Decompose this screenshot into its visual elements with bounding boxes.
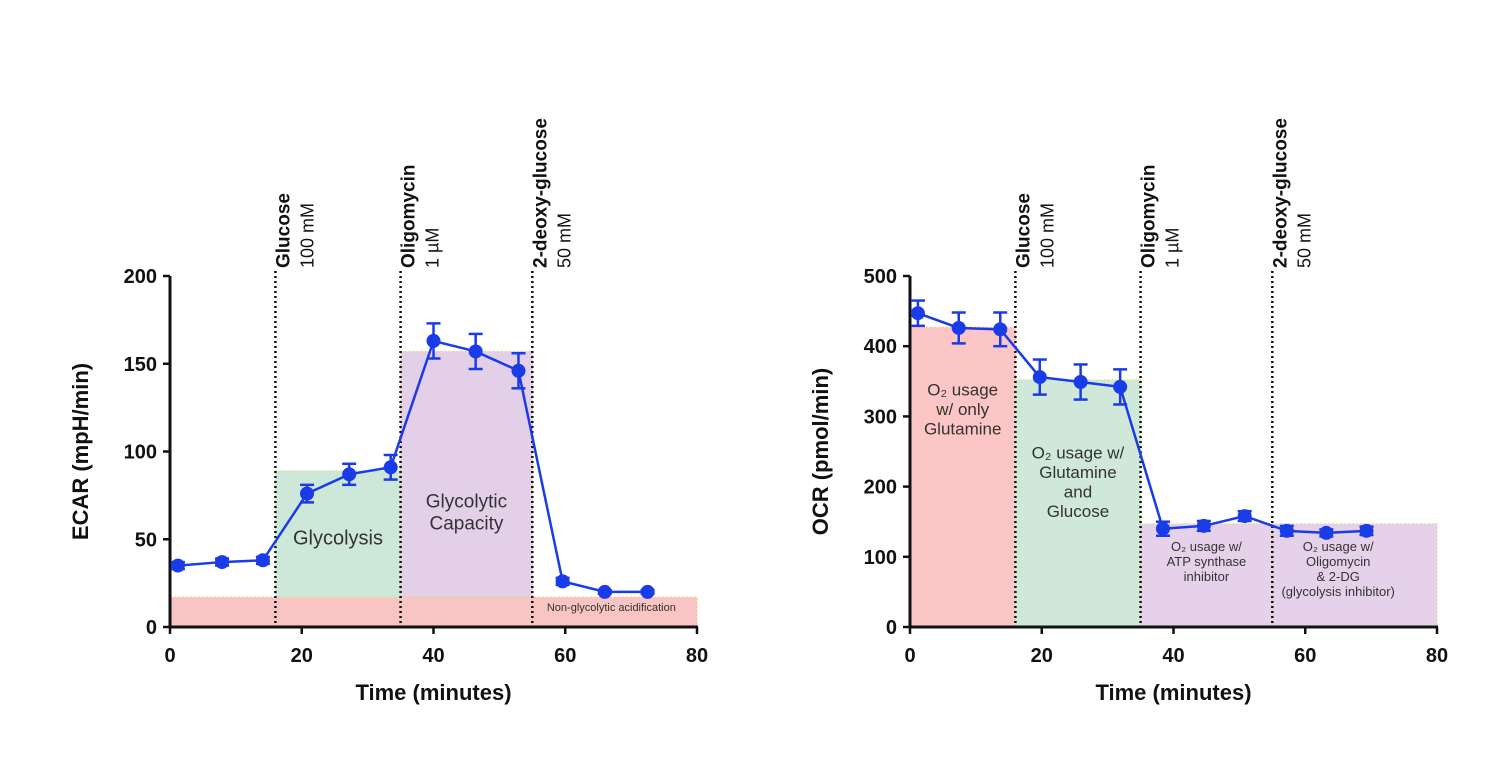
data-point (910, 306, 925, 321)
y-tick-label: 500 (864, 266, 897, 288)
data-point (1279, 523, 1294, 538)
data-point (300, 486, 315, 501)
x-tick-label: 60 (554, 645, 576, 667)
y-tick-label: 0 (886, 617, 897, 639)
injection-label: 2-deoxy-glucose (530, 118, 551, 268)
region-label: Glutamine (924, 419, 1001, 438)
data-point (1073, 375, 1088, 390)
region-label: Glutamine (1039, 463, 1116, 482)
data-point (1359, 523, 1374, 538)
x-tick-label: 20 (1031, 645, 1053, 667)
data-point (1155, 521, 1170, 536)
region-box (909, 326, 1017, 628)
region-label: (glycolysis inhibitor) (1281, 584, 1394, 599)
x-tick-label: 60 (1294, 645, 1316, 667)
data-point (597, 584, 612, 599)
region-label: Oligomycin (1306, 554, 1370, 569)
y-tick-label: 100 (864, 547, 897, 569)
injection-concentration: 100 mM (1037, 203, 1057, 268)
region-label: Glycolytic (426, 492, 507, 513)
x-tick-label: 80 (1426, 645, 1448, 667)
region-label: Non-glycolytic acidification (547, 602, 676, 614)
ecar-chart: Non-glycolytic acidification Glycolysis Gl… (68, 118, 708, 705)
data-point (1237, 509, 1252, 524)
data-point (383, 460, 398, 475)
data-point (1113, 379, 1128, 394)
injection-concentration: 1 µM (1163, 228, 1183, 268)
y-tick-label: 50 (135, 529, 157, 551)
x-axis-title: Time (minutes) (1095, 680, 1251, 705)
y-axis-title: ECAR (mpH/min) (68, 363, 93, 540)
data-point (426, 333, 441, 348)
y-tick-label: 150 (124, 354, 157, 376)
y-tick-label: 100 (124, 442, 157, 464)
x-tick-label: 40 (1162, 645, 1184, 667)
region-label: O₂ usage (927, 380, 998, 399)
data-point (215, 555, 230, 570)
injection-label: 2-deoxy-glucose (1270, 118, 1291, 268)
data-point (1196, 518, 1211, 533)
region-label: w/ only (935, 400, 989, 419)
data-point (468, 344, 483, 359)
region-label: Glucose (1047, 502, 1109, 521)
injection-concentration: 100 mM (297, 203, 317, 268)
y-axis-title: OCR (pmol/min) (808, 368, 833, 535)
region-label: Capacity (429, 514, 503, 535)
region-label: inhibitor (1184, 569, 1230, 584)
data-point (1032, 370, 1047, 385)
region-box (1014, 379, 1142, 628)
region-label: O₂ usage w/ (1171, 539, 1242, 554)
region-label: Glycolysis (293, 528, 383, 550)
y-tick-label: 300 (864, 406, 897, 428)
injection-label: Glucose (273, 193, 294, 268)
data-point (342, 467, 357, 482)
data-point (555, 574, 570, 589)
injection-label: Oligomycin (1139, 165, 1160, 268)
y-tick-label: 200 (864, 477, 897, 499)
region-box (274, 470, 402, 598)
x-axis-title: Time (minutes) (355, 680, 511, 705)
region-label: O₂ usage w/ (1303, 539, 1374, 554)
data-point (993, 322, 1008, 337)
x-tick-label: 20 (291, 645, 313, 667)
region-box (1139, 523, 1273, 628)
x-tick-label: 80 (686, 645, 708, 667)
data-point (511, 363, 526, 378)
y-tick-label: 400 (864, 336, 897, 358)
region-label: & 2-DG (1317, 569, 1360, 584)
data-point (1319, 525, 1334, 540)
region-label: and (1064, 483, 1092, 502)
region-label: O₂ usage w/ (1032, 444, 1125, 463)
injection-label: Oligomycin (399, 165, 420, 268)
x-tick-label: 0 (904, 645, 915, 667)
x-tick-label: 40 (422, 645, 444, 667)
injection-label: Glucose (1013, 193, 1034, 268)
y-tick-label: 200 (124, 266, 157, 288)
data-point (170, 558, 185, 573)
data-point (640, 584, 655, 599)
data-point (951, 320, 966, 335)
injection-concentration: 1 µM (423, 228, 443, 268)
region-box (399, 350, 533, 598)
region-box (1271, 523, 1438, 628)
x-tick-label: 0 (164, 645, 175, 667)
region-label: ATP synthase (1167, 554, 1247, 569)
region-box (169, 596, 698, 628)
y-tick-label: 0 (146, 617, 157, 639)
injection-concentration: 50 mM (554, 213, 574, 268)
injection-concentration: 50 mM (1294, 213, 1314, 268)
data-point (255, 553, 270, 568)
